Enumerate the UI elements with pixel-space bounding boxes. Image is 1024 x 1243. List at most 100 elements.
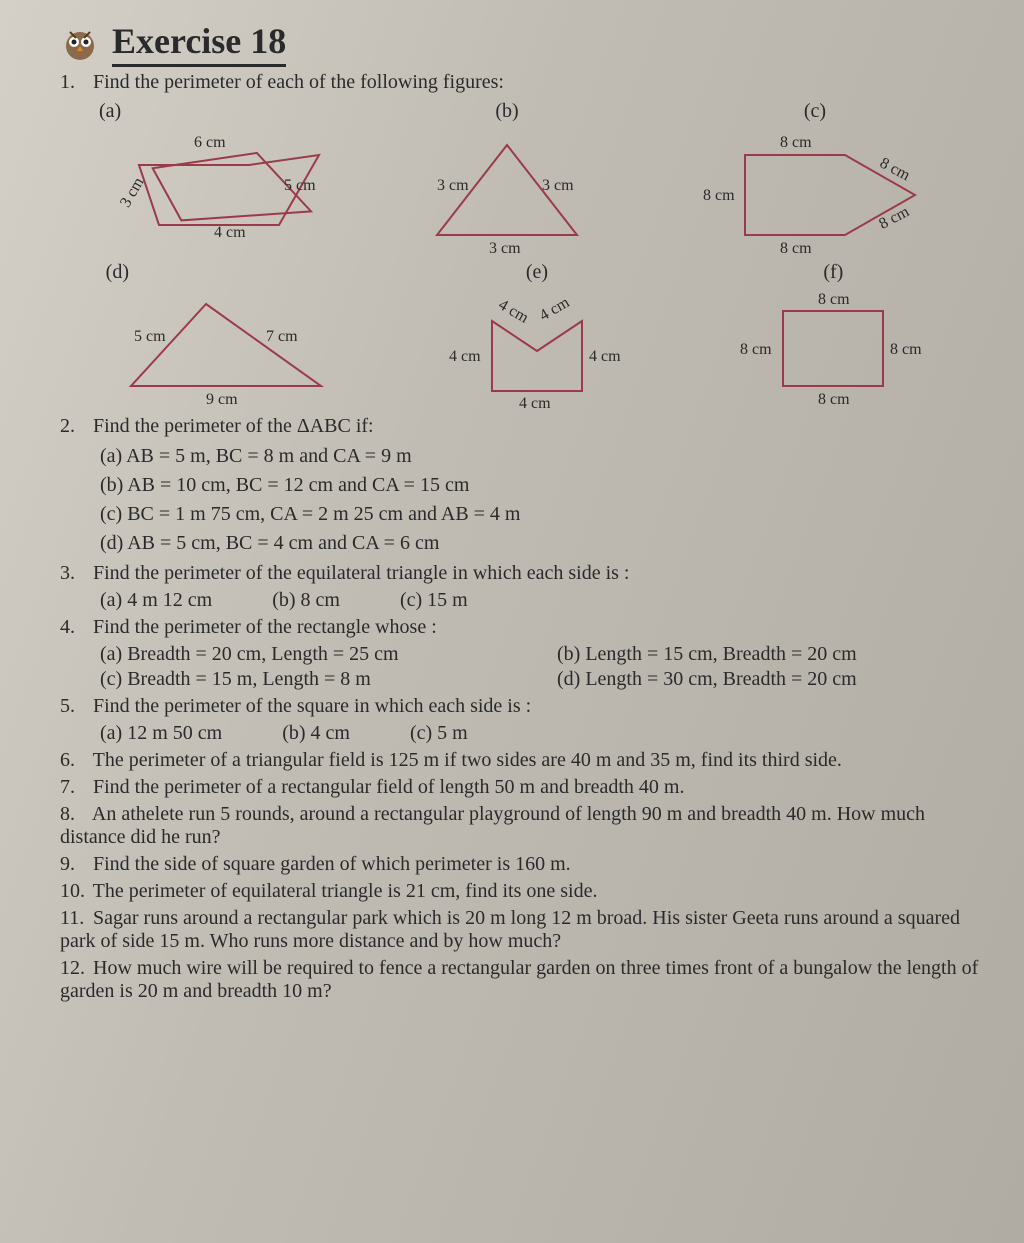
fig-e-s2: 4 cm xyxy=(537,294,573,325)
fig-e-shape: 4 cm 4 cm 4 cm 4 cm 4 cm xyxy=(437,286,637,411)
question-8: 8. An athelete run 5 rounds, around a re… xyxy=(60,803,984,849)
figure-e: (e) 4 cm 4 cm 4 cm 4 cm 4 cm xyxy=(437,261,637,411)
q3-a: (a) 4 m 12 cm xyxy=(100,589,212,612)
q4-c: (c) Breadth = 15 m, Length = 8 m xyxy=(100,668,527,691)
fig-e-s3: 4 cm xyxy=(589,348,621,365)
question-5: 5. Find the perimeter of the square in w… xyxy=(60,695,984,718)
fig-c-s2: 8 cm xyxy=(877,154,913,184)
fig-a-label: (a) xyxy=(99,100,329,123)
fig-e-s4: 4 cm xyxy=(519,395,551,411)
q9-text: Find the side of square garden of which … xyxy=(93,853,571,875)
fig-d-shape: 5 cm 7 cm 9 cm xyxy=(106,286,346,406)
figures-row-2: (d) 5 cm 7 cm 9 cm (e) 4 cm 4 cm 4 cm 4 … xyxy=(60,261,984,411)
question-7: 7. Find the perimeter of a rectangular f… xyxy=(60,776,984,799)
fig-f-s1: 8 cm xyxy=(818,291,850,308)
q7-text: Find the perimeter of a rectangular fiel… xyxy=(93,776,684,798)
fig-f-s3: 8 cm xyxy=(818,391,850,406)
q5-options: (a) 12 m 50 cm (b) 4 cm (c) 5 m xyxy=(100,722,984,745)
q4-num: 4. xyxy=(60,616,88,639)
q2-c: (c) BC = 1 m 75 cm, CA = 2 m 25 cm and A… xyxy=(100,500,984,529)
q4-text: Find the perimeter of the rectangle whos… xyxy=(93,616,437,638)
worksheet-page: Exercise 18 1. Find the perimeter of eac… xyxy=(0,0,1024,1243)
fig-a-s1: 6 cm xyxy=(194,134,226,151)
fig-c-s4: 8 cm xyxy=(780,240,812,255)
question-12: 12. How much wire will be required to fe… xyxy=(60,957,984,1003)
fig-c-s1: 8 cm xyxy=(780,134,812,151)
q12-text: How much wire will be required to fence … xyxy=(60,957,978,1002)
fig-f-s2: 8 cm xyxy=(890,341,922,358)
q2-num: 2. xyxy=(60,415,88,438)
q12-num: 12. xyxy=(60,957,88,980)
q1-text: Find the perimeter of each of the follow… xyxy=(93,71,504,93)
fig-d-label: (d) xyxy=(106,261,346,284)
q8-text: An athelete run 5 rounds, around a recta… xyxy=(60,803,925,848)
figure-b: (b) 3 cm 3 cm 3 cm xyxy=(407,100,607,255)
q5-num: 5. xyxy=(60,695,88,718)
q5-b: (b) 4 cm xyxy=(282,722,350,745)
fig-c-shape: 8 cm 8 cm 8 cm 8 cm 8 cm xyxy=(685,125,945,255)
figure-a: (a) 6 cm 5 cm 4 cm 3 cm xyxy=(99,100,329,255)
fig-a-s2: 5 cm xyxy=(284,177,316,194)
fig-b-label: (b) xyxy=(407,100,607,123)
figures-row-1: (a) 6 cm 5 cm 4 cm 3 cm (b) 3 cm 3 cm 3 … xyxy=(60,100,984,255)
question-4: 4. Find the perimeter of the rectangle w… xyxy=(60,616,984,639)
figure-f: (f) 8 cm 8 cm 8 cm 8 cm xyxy=(728,261,938,406)
fig-f-s4: 8 cm xyxy=(740,341,772,358)
fig-b-shape: 3 cm 3 cm 3 cm xyxy=(407,125,607,255)
q8-num: 8. xyxy=(60,803,88,826)
q10-text: The perimeter of equilateral triangle is… xyxy=(93,880,598,902)
q3-text: Find the perimeter of the equilateral tr… xyxy=(93,562,629,584)
q4-options: (a) Breadth = 20 cm, Length = 25 cm (b) … xyxy=(100,643,984,691)
figure-d: (d) 5 cm 7 cm 9 cm xyxy=(106,261,346,406)
fig-c-s5: 8 cm xyxy=(703,187,735,204)
fig-d-s3: 9 cm xyxy=(206,391,238,406)
fig-c-s3: 8 cm xyxy=(876,203,912,233)
fig-b-s2: 3 cm xyxy=(542,177,574,194)
question-2: 2. Find the perimeter of the ΔABC if: xyxy=(60,415,984,438)
question-3: 3. Find the perimeter of the equilateral… xyxy=(60,562,984,585)
q5-a: (a) 12 m 50 cm xyxy=(100,722,222,745)
q11-text: Sagar runs around a rectangular park whi… xyxy=(60,907,960,952)
q5-text: Find the perimeter of the square in whic… xyxy=(93,695,531,717)
q3-b: (b) 8 cm xyxy=(272,589,340,612)
q2-b: (b) AB = 10 cm, BC = 12 cm and CA = 15 c… xyxy=(100,471,984,500)
question-9: 9. Find the side of square garden of whi… xyxy=(60,853,984,876)
fig-a-s3: 4 cm xyxy=(214,224,246,241)
fig-e-s1: 4 cm xyxy=(495,296,531,327)
q7-num: 7. xyxy=(60,776,88,799)
q3-c: (c) 15 m xyxy=(400,589,468,612)
fig-e-s5: 4 cm xyxy=(449,348,481,365)
q4-b: (b) Length = 15 cm, Breadth = 20 cm xyxy=(557,643,984,666)
fig-b-s3: 3 cm xyxy=(489,240,521,255)
fig-a-shape: 6 cm 5 cm 4 cm 3 cm xyxy=(99,125,329,255)
figure-c: (c) 8 cm 8 cm 8 cm 8 cm 8 cm xyxy=(685,100,945,255)
q4-d: (d) Length = 30 cm, Breadth = 20 cm xyxy=(557,668,984,691)
q2-text: Find the perimeter of the ΔABC if: xyxy=(93,415,374,437)
fig-f-shape: 8 cm 8 cm 8 cm 8 cm xyxy=(728,286,938,406)
question-6: 6. The perimeter of a triangular field i… xyxy=(60,749,984,772)
q6-num: 6. xyxy=(60,749,88,772)
fig-b-s1: 3 cm xyxy=(437,177,469,194)
title-row: Exercise 18 xyxy=(60,20,984,67)
q11-num: 11. xyxy=(60,907,88,930)
q5-c: (c) 5 m xyxy=(410,722,468,745)
owl-icon xyxy=(60,24,100,64)
fig-c-label: (c) xyxy=(685,100,945,123)
fig-d-s1: 5 cm xyxy=(134,328,166,345)
question-11: 11. Sagar runs around a rectangular park… xyxy=(60,907,984,953)
q10-num: 10. xyxy=(60,880,88,903)
question-1: 1. Find the perimeter of each of the fol… xyxy=(60,71,984,94)
fig-d-s2: 7 cm xyxy=(266,328,298,345)
q2-a: (a) AB = 5 m, BC = 8 m and CA = 9 m xyxy=(100,442,984,471)
question-10: 10. The perimeter of equilateral triangl… xyxy=(60,880,984,903)
q4-a: (a) Breadth = 20 cm, Length = 25 cm xyxy=(100,643,527,666)
q1-num: 1. xyxy=(60,71,88,94)
q3-num: 3. xyxy=(60,562,88,585)
q9-num: 9. xyxy=(60,853,88,876)
q3-options: (a) 4 m 12 cm (b) 8 cm (c) 15 m xyxy=(100,589,984,612)
q2-d: (d) AB = 5 cm, BC = 4 cm and CA = 6 cm xyxy=(100,529,984,558)
fig-e-label: (e) xyxy=(437,261,637,284)
exercise-title: Exercise 18 xyxy=(112,20,286,67)
q6-text: The perimeter of a triangular field is 1… xyxy=(93,749,842,771)
fig-f-label: (f) xyxy=(728,261,938,284)
